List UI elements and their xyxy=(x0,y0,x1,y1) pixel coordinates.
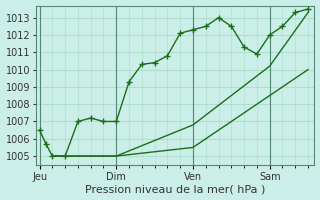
X-axis label: Pression niveau de la mer( hPa ): Pression niveau de la mer( hPa ) xyxy=(85,184,265,194)
